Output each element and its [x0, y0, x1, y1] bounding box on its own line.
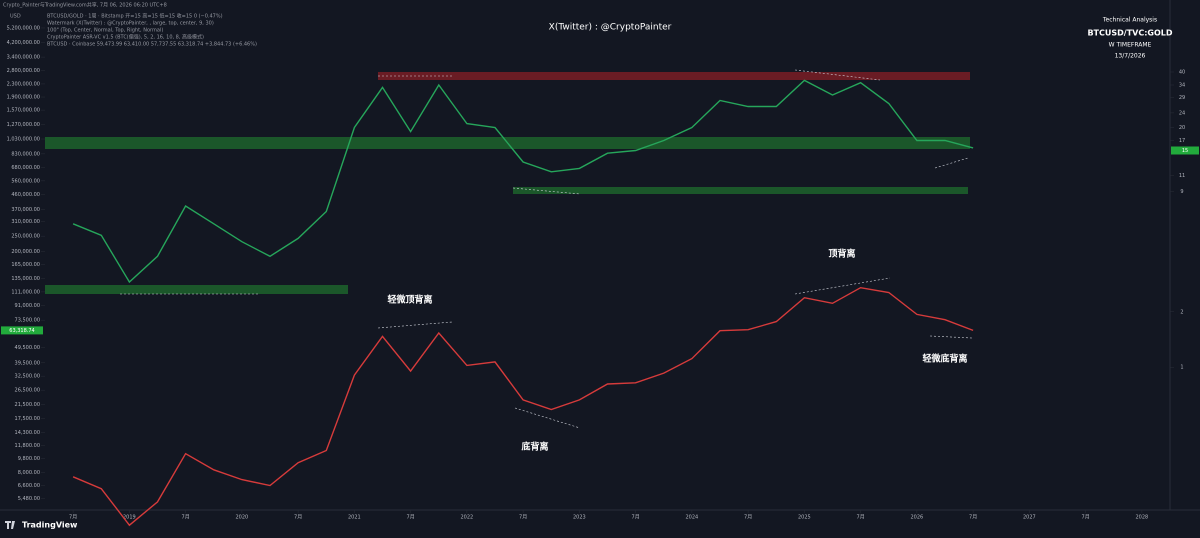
x-tick-label: 7月 [857, 515, 865, 521]
x-tick-label: 7月 [744, 515, 752, 521]
x-tick-label: 2022 [461, 515, 474, 521]
y2-tick-label: 24 [1179, 110, 1185, 116]
y-tick-label: 1,570,000.00 [7, 108, 40, 114]
y-tick-label: 370,000.00 [11, 207, 40, 213]
y-tick-label: 250,000.00 [11, 234, 40, 240]
info-timeframe: W TIMEFRAME [1109, 42, 1152, 49]
annotation: 顶背离 [828, 248, 855, 260]
y-tick-label: 460,000.00 [11, 192, 40, 198]
y2-tick-label: 11 [1179, 173, 1185, 179]
price-tag-label: 15 [1182, 148, 1188, 154]
x-tick-label: 2019 [123, 515, 136, 521]
y-tick-label: 39,500.00 [15, 360, 40, 366]
watermark: X(Twitter) : @CryptoPainter [549, 23, 672, 33]
info-date: 13/7/2026 [1115, 53, 1146, 60]
y-tick-label: 1,900,000.00 [7, 95, 40, 101]
y-tick-label: 3,400,000.00 [7, 55, 40, 61]
info-title: Technical Analysis [1102, 17, 1157, 24]
y2-tick-label: 34 [1179, 83, 1185, 89]
y-tick-label: 1,270,000.00 [7, 122, 40, 128]
y2-tick-label: 2 [1180, 309, 1183, 315]
x-tick-label: 7月 [632, 515, 640, 521]
x-tick-label: 2021 [348, 515, 361, 521]
y-tick-label: 26,500.00 [15, 388, 40, 394]
y2-tick-label: 40 [1179, 69, 1185, 75]
price-line [72, 79, 974, 284]
y-tick-label: 6,600.00 [18, 483, 40, 489]
y-tick-label: 111,000.00 [11, 289, 40, 295]
y-tick-label: 200,000.00 [11, 249, 40, 255]
y-tick-label: 32,500.00 [15, 374, 40, 380]
currency-label: USD [10, 14, 21, 20]
y2-tick-label: 20 [1179, 125, 1185, 131]
y-tick-label: 14,300.00 [15, 430, 40, 436]
x-tick-label: 7月 [294, 515, 302, 521]
legend-line: CryptoPainter ASR-VC v1.5 (BTC(偏强), 5, 2… [47, 34, 204, 41]
price-line [72, 286, 974, 527]
x-tick-label: 2023 [573, 515, 586, 521]
y-tick-label: 5,200,000.00 [7, 25, 40, 31]
divergence-lines [120, 69, 973, 429]
legend-line: BTCUSD/GOLD · 1周 · Bitstamp 开=15 高=15 低=… [47, 13, 223, 20]
y-tick-label: 11,800.00 [15, 443, 40, 449]
x-tick-label: 7月 [519, 515, 527, 521]
x-tick-label: 2026 [911, 515, 924, 521]
support-zone [45, 285, 348, 294]
resistance-zone [378, 72, 970, 80]
y2-tick-label: 1 [1180, 365, 1183, 371]
x-tick-label: 2020 [236, 515, 249, 521]
y-tick-label: 165,000.00 [11, 262, 40, 268]
y-tick-label: 1,030,000.00 [7, 137, 40, 143]
annotation: 轻微底背离 [922, 353, 967, 365]
y-tick-label: 830,000.00 [11, 151, 40, 157]
price-tag-label: 63,318.74 [9, 328, 34, 334]
y-tick-label: 17,500.00 [15, 416, 40, 422]
support-zone [513, 187, 968, 194]
y-tick-label: 49,500.00 [15, 345, 40, 351]
y-tick-label: 680,000.00 [11, 165, 40, 171]
x-tick-label: 2027 [1023, 515, 1036, 521]
legend-line: BTCUSD · Coinbase 59,473.99 63,410.00 57… [47, 42, 257, 48]
y-tick-label: 560,000.00 [11, 178, 40, 184]
tradingview-logo[interactable]: TradingView [22, 521, 78, 530]
y-tick-label: 2,800,000.00 [7, 68, 40, 74]
y2-tick-label: 17 [1179, 138, 1185, 144]
legend-line: 100" (Top, Center, Normal, Top, Right, N… [47, 28, 163, 34]
x-tick-label: 2024 [686, 515, 699, 521]
price-tag [1, 326, 43, 335]
x-tick-label: 2028 [1136, 515, 1149, 521]
y-tick-label: 73,500.00 [15, 318, 40, 324]
y-tick-label: 8,000.00 [18, 470, 40, 476]
y2-tick-label: 9 [1180, 189, 1183, 195]
x-tick-label: 7月 [1082, 515, 1090, 521]
annotation: 底背离 [521, 441, 548, 453]
y-tick-label: 310,000.00 [11, 219, 40, 225]
x-tick-label: 7月 [969, 515, 977, 521]
x-tick-label: 7月 [182, 515, 190, 521]
annotation: 轻微顶背离 [387, 294, 432, 306]
y2-tick-label: 29 [1179, 95, 1185, 101]
share-line: Crypto_Painter与TradingView.com共享, 7月 06,… [3, 2, 167, 9]
logo-icon[interactable] [5, 521, 15, 529]
y-tick-label: 4,200,000.00 [7, 40, 40, 46]
y-tick-label: 21,500.00 [15, 402, 40, 408]
x-tick-label: 7月 [69, 515, 77, 521]
info-symbol: BTCUSD/TVC:GOLD [1087, 29, 1172, 38]
x-tick-label: 2025 [798, 515, 811, 521]
x-tick-label: 7月 [407, 515, 415, 521]
y-tick-label: 5,480.00 [18, 496, 40, 502]
price-tag [1171, 146, 1199, 155]
y-tick-label: 135,000.00 [11, 276, 40, 282]
y-tick-label: 2,300,000.00 [7, 81, 40, 87]
y-tick-label: 91,000.00 [15, 303, 40, 309]
legend-line: Watermark (X(Twitter) : @CryptoPainter, … [47, 21, 214, 27]
y-tick-label: 9,800.00 [18, 456, 40, 462]
